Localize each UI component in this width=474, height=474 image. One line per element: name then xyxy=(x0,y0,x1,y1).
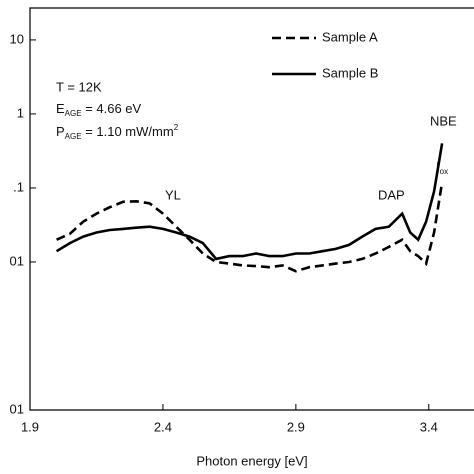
annotation: PAGE = 1.10 mW/mm2 xyxy=(56,123,179,141)
axis-frame xyxy=(29,7,474,411)
x-axis-label: Photon energy [eV] xyxy=(196,453,307,468)
x-tick-label: 2.9 xyxy=(287,419,305,434)
annotation: EAGE = 4.66 eV xyxy=(56,101,142,118)
peak-label: DAP xyxy=(378,187,405,202)
x-tick-label: 2.4 xyxy=(154,419,172,434)
x-tick-label: 1.9 xyxy=(21,419,39,434)
x-tick-label: 3.4 xyxy=(420,419,438,434)
y-tick-label: .1 xyxy=(13,179,24,194)
series-line xyxy=(56,181,444,273)
y-tick-label: 1 xyxy=(17,105,24,120)
legend-label: Sample A xyxy=(322,29,378,44)
y-tick-label: 01 xyxy=(10,253,24,268)
y-tick-label: 10 xyxy=(10,31,24,46)
series-line xyxy=(55,143,444,261)
y-tick-label: 01 xyxy=(10,401,24,416)
peak-label: NBE xyxy=(430,113,457,128)
peak-label: YL xyxy=(165,187,181,202)
legend-label: Sample B xyxy=(322,65,378,80)
annotation: T = 12K xyxy=(56,79,102,94)
